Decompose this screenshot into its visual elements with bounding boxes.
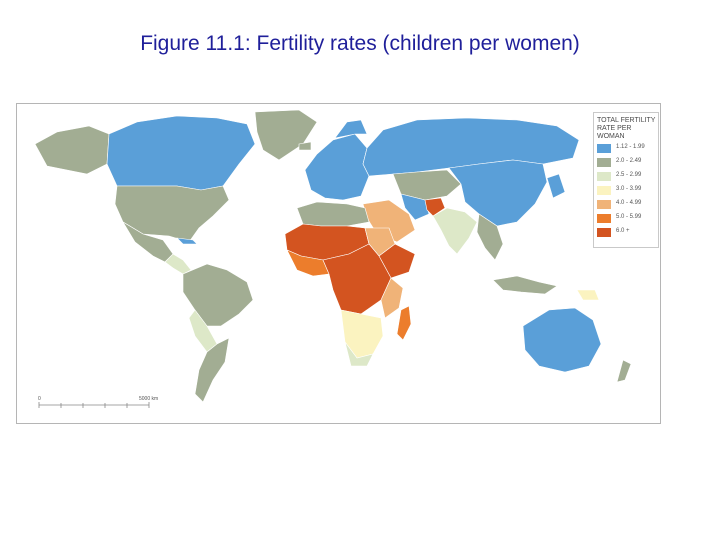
legend-swatch (597, 172, 611, 181)
region-iceland (298, 141, 312, 151)
region-papua (576, 289, 600, 301)
legend-swatch (597, 214, 611, 223)
legend-label: 4.0 - 4.99 (616, 200, 642, 206)
region-south-america-south (194, 337, 230, 403)
region-indonesia (492, 275, 558, 295)
legend-swatch (597, 228, 611, 237)
legend-swatch (597, 200, 611, 209)
region-china (448, 159, 548, 227)
legend-item: 5.0 - 5.99 (597, 213, 657, 224)
figure-title: Figure 11.1: Fertility rates (children p… (140, 32, 580, 55)
legend-title: TOTAL FERTILITY RATE PER WOMAN (597, 117, 656, 140)
scale-start-label: 0 (38, 396, 41, 402)
legend-label: 1.12 - 1.99 (616, 144, 645, 150)
legend-label: 3.0 - 3.99 (616, 186, 642, 192)
legend-item: 2.5 - 2.99 (597, 171, 657, 182)
legend-label: 6.0 + (616, 228, 630, 234)
legend-label: 2.0 - 2.49 (616, 158, 642, 164)
region-greenland (254, 109, 318, 161)
legend: TOTAL FERTILITY RATE PER WOMAN 1.12 - 1.… (593, 112, 659, 248)
legend-item: 1.12 - 1.99 (597, 143, 657, 154)
region-india (432, 207, 478, 255)
region-australia (522, 307, 602, 373)
region-southeast-asia (476, 213, 504, 261)
region-south-america-north (182, 263, 254, 327)
legend-item: 3.0 - 3.99 (597, 185, 657, 196)
legend-swatch (597, 158, 611, 167)
region-new-zealand (616, 359, 632, 383)
legend-swatch (597, 144, 611, 153)
scale-end-label: 5000 km (139, 396, 159, 402)
legend-item: 6.0 + (597, 227, 657, 238)
legend-label: 2.5 - 2.99 (616, 172, 642, 178)
region-madagascar (396, 305, 412, 341)
region-south-africa (344, 341, 374, 367)
region-north-africa (296, 201, 370, 227)
region-canada (106, 115, 256, 191)
world-fertility-map: 0 5000 km TOTAL FERTILITY RATE PER WOMAN… (16, 103, 661, 424)
region-east-africa (380, 277, 404, 319)
legend-item: 4.0 - 4.99 (597, 199, 657, 210)
region-alaska (34, 125, 110, 175)
scale-bar (38, 402, 150, 408)
legend-label: 5.0 - 5.99 (616, 214, 642, 220)
region-europe (304, 133, 370, 201)
region-iran (400, 193, 430, 221)
region-korea-japan (546, 173, 566, 199)
legend-item: 2.0 - 2.49 (597, 157, 657, 168)
region-afghanistan (424, 197, 446, 217)
region-scandinavia (334, 119, 368, 139)
region-cuba (176, 237, 198, 245)
map-canvas (34, 109, 632, 408)
region-central-america (164, 253, 192, 275)
legend-swatch (597, 186, 611, 195)
